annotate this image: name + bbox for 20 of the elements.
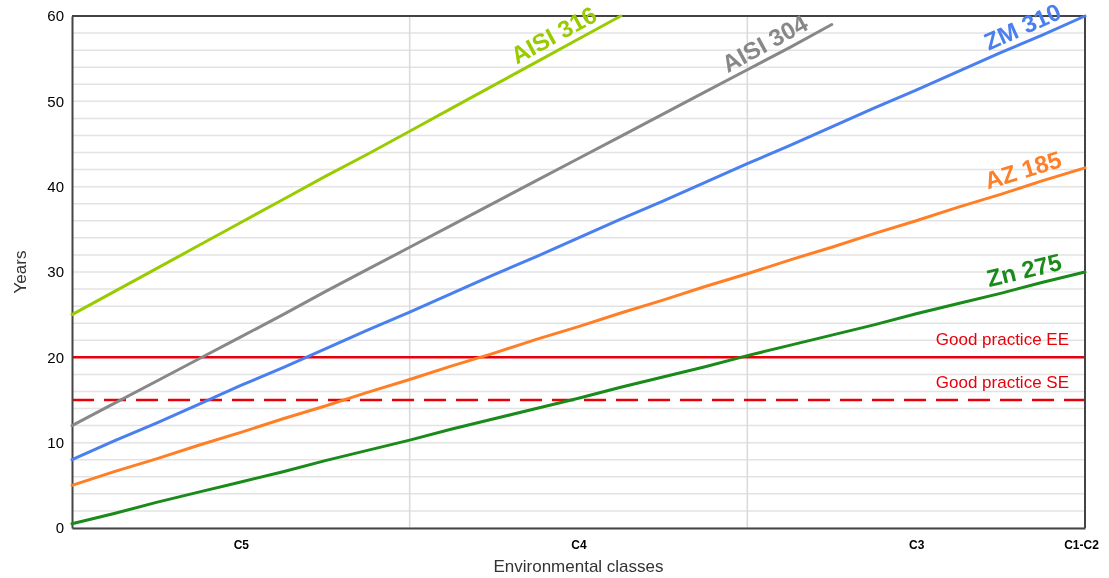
y-tick-label: 10 [47,433,64,451]
ref-line-label: Good practice EE [935,330,1069,350]
x-tick-label: C1-C2 [1064,537,1100,552]
x-tick-label: C4 [571,537,587,552]
y-tick-label: 40 [47,177,64,195]
text: AZ 185 [981,145,1065,195]
text: AISI 316 [506,0,602,70]
text: ZM 310 [979,0,1066,56]
y-tick-label: 50 [47,92,64,110]
y-tick-label: 20 [47,348,64,366]
y-tick-label: 30 [47,263,64,281]
ref-line-label: Good practice SE [935,373,1069,392]
y-tick-label: 0 [55,519,64,537]
text: Zn 275 [983,247,1065,293]
y-axis-title: Years [11,250,30,294]
x-tick-label: C5 [233,537,250,552]
x-tick-label: C3 [908,537,925,552]
x-axis-title: Environmental classes [493,557,664,576]
y-tick-label: 60 [47,7,64,25]
text: AISI 304 [717,8,813,78]
